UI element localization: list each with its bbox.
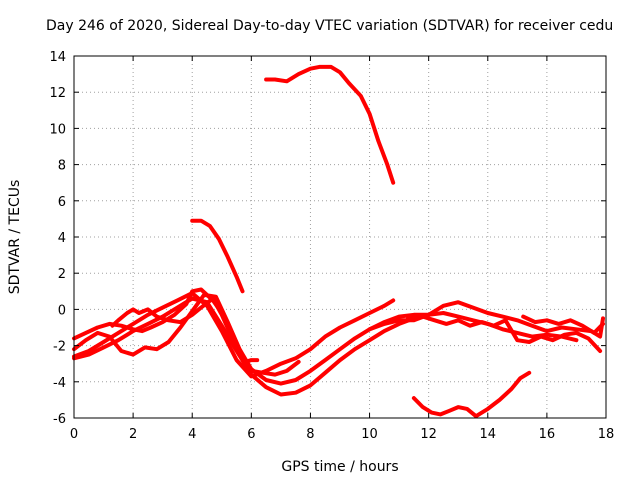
series-arc-low <box>411 370 532 419</box>
chart-title: Day 246 of 2020, Sidereal Day-to-day VTE… <box>46 18 614 34</box>
x-tick-label: 14 <box>480 427 497 442</box>
y-tick-label: 2 <box>58 267 66 282</box>
x-tick-label: 10 <box>361 427 378 442</box>
x-axis-label: GPS time / hours <box>281 459 398 475</box>
x-tick-label: 8 <box>306 427 314 442</box>
series-arc-g <box>406 314 603 353</box>
y-tick-label: -2 <box>53 340 66 355</box>
series-arc-d <box>72 292 301 377</box>
x-tick-label: 2 <box>129 427 137 442</box>
y-tick-label: 4 <box>58 231 66 246</box>
series-arc-high-right <box>264 64 396 185</box>
y-tick-label: 0 <box>58 303 66 318</box>
y-axis-label: SDTVAR / TECUs <box>7 180 23 295</box>
y-tick-label: -4 <box>53 376 66 391</box>
y-tick-label: -6 <box>53 412 66 427</box>
series-arc-high-left <box>190 218 245 294</box>
y-tick-label: 6 <box>58 195 66 210</box>
y-tick-label: 14 <box>49 50 66 65</box>
y-tick-label: 8 <box>58 159 66 174</box>
y-tick-label: 12 <box>49 86 66 101</box>
series-arc-h <box>521 314 605 335</box>
x-tick-label: 6 <box>247 427 255 442</box>
x-tick-label: 18 <box>598 427 615 442</box>
x-tick-label: 12 <box>420 427 437 442</box>
series-group <box>72 64 605 419</box>
ticks: 0 2 4 6 8 10 12 14 16 18 -6 -4 -2 0 2 4 6 8 10 12 14 <box>49 50 614 442</box>
series-arc-f <box>367 300 605 339</box>
y-tick-label: 10 <box>49 122 66 137</box>
x-tick-label: 4 <box>188 427 196 442</box>
series-arc-e <box>110 296 260 364</box>
grid <box>74 56 606 418</box>
x-tick-label: 16 <box>539 427 556 442</box>
x-tick-label: 0 <box>70 427 78 442</box>
